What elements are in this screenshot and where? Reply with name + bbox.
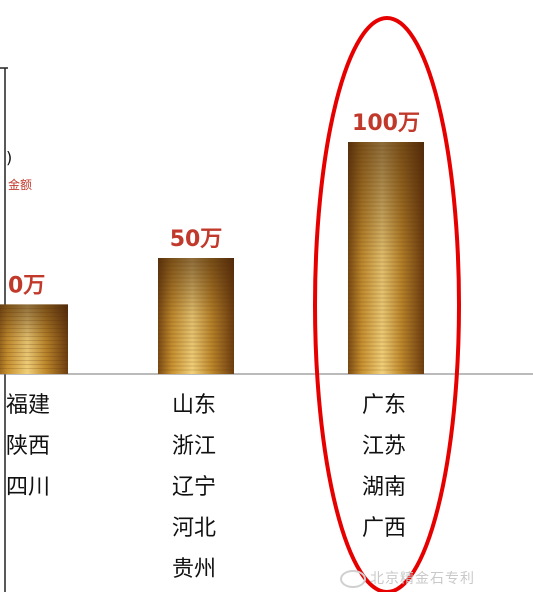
watermark: 北京精金石专利 bbox=[340, 568, 475, 588]
province-label: 浙江 bbox=[172, 431, 216, 463]
province-group-3: 广东 江苏 湖南 广西 bbox=[362, 390, 406, 545]
province-label: 河北 bbox=[172, 513, 216, 545]
province-label: 广西 bbox=[362, 513, 406, 545]
legend-fragment: ) bbox=[6, 148, 12, 167]
coin-stack-shade-1 bbox=[0, 304, 68, 374]
province-group-2: 山东 浙江 辽宁 河北 贵州 bbox=[172, 390, 216, 586]
province-label: 辽宁 bbox=[172, 472, 216, 504]
province-label: 广东 bbox=[362, 390, 406, 422]
wechat-icon bbox=[340, 570, 366, 588]
province-label: 福建 bbox=[6, 390, 50, 422]
province-label: 江苏 bbox=[362, 431, 406, 463]
province-label: 四川 bbox=[6, 472, 50, 504]
value-label-3: 100万 bbox=[352, 111, 420, 136]
province-label: 贵州 bbox=[172, 554, 216, 586]
value-label-2: 50万 bbox=[170, 227, 223, 252]
coin-stack-shade-2 bbox=[158, 258, 234, 374]
province-label: 湖南 bbox=[362, 472, 406, 504]
province-label: 山东 bbox=[172, 390, 216, 422]
province-group-1: 福建 陕西 四川 bbox=[6, 390, 50, 504]
watermark-text: 北京精金石专利 bbox=[370, 571, 475, 587]
legend-fragment-amount: 金额 bbox=[8, 176, 32, 193]
value-label-1: 0万 bbox=[8, 273, 45, 298]
province-label: 陕西 bbox=[6, 431, 50, 463]
